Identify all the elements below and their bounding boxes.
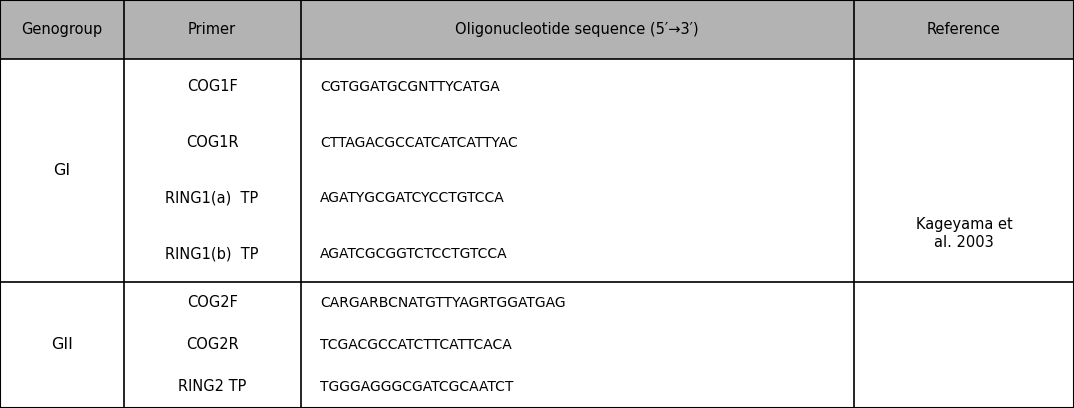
Text: COG1F: COG1F: [187, 80, 237, 95]
Text: AGATCGCGGTCTCCTGTCCA: AGATCGCGGTCTCCTGTCCA: [320, 247, 508, 261]
Text: Oligonucleotide sequence (5′→3′): Oligonucleotide sequence (5′→3′): [455, 22, 699, 37]
Text: GI: GI: [54, 163, 70, 178]
Text: CARGARBCNATGTTYAGRTGGATGAG: CARGARBCNATGTTYAGRTGGATGAG: [320, 296, 566, 310]
Bar: [0, 282, 1074, 408]
Text: RING2 TP: RING2 TP: [178, 379, 246, 395]
Text: CTTAGACGCCATCATCATTYAC: CTTAGACGCCATCATCATTYAC: [320, 135, 518, 150]
Bar: [0, 0, 1074, 59]
Text: TGGGAGGGCGATCGCAATCT: TGGGAGGGCGATCGCAATCT: [320, 380, 513, 394]
Text: Genogroup: Genogroup: [21, 22, 102, 37]
Text: AGATYGCGATCYCCTGTCCA: AGATYGCGATCYCCTGTCCA: [320, 191, 505, 205]
Text: CGTGGATGCGNTTYCATGA: CGTGGATGCGNTTYCATGA: [320, 80, 499, 94]
Text: COG2F: COG2F: [187, 295, 237, 310]
Text: COG2R: COG2R: [186, 337, 238, 352]
Text: COG1R: COG1R: [186, 135, 238, 150]
Text: Primer: Primer: [188, 22, 236, 37]
Text: GII: GII: [50, 337, 73, 352]
Bar: [0, 59, 1074, 282]
Text: RING1(b)  TP: RING1(b) TP: [165, 246, 259, 261]
Text: Reference: Reference: [927, 22, 1001, 37]
Text: RING1(a)  TP: RING1(a) TP: [165, 191, 259, 206]
Text: Kageyama et
al. 2003: Kageyama et al. 2003: [915, 217, 1013, 250]
Text: TCGACGCCATCTTCATTCACA: TCGACGCCATCTTCATTCACA: [320, 338, 512, 352]
